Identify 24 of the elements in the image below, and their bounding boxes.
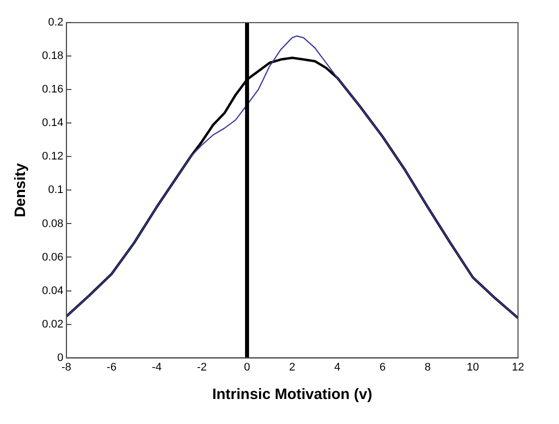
x-tick-label: -4 (152, 361, 162, 374)
x-tick-label: 10 (466, 361, 479, 374)
x-tick-label: 8 (424, 361, 431, 374)
y-tick-label: 0.18 (42, 50, 64, 62)
x-tick-label: 2 (289, 361, 296, 374)
y-tick-label: 0 (57, 352, 64, 364)
x-axis-title: Intrinsic Motivation (v) (212, 386, 372, 404)
y-tick-label: 0.16 (42, 84, 64, 96)
x-tick-label: 0 (244, 361, 250, 374)
y-tick-label: 0.2 (48, 16, 64, 29)
y-tick-label: 0.04 (42, 284, 64, 297)
y-axis-title: Density (12, 162, 30, 218)
y-tick-label: 0.14 (42, 117, 64, 130)
x-tick-label: 6 (379, 361, 386, 374)
x-tick-label: 4 (334, 361, 340, 374)
y-tick-label: 0.02 (42, 318, 64, 330)
y-tick-label: 0.08 (42, 218, 64, 230)
y-tick-label: 0.12 (42, 150, 64, 163)
x-tick-label: 12 (512, 361, 524, 374)
x-tick-label: -8 (62, 361, 72, 374)
y-tick-label: 0.06 (42, 251, 64, 264)
x-tick-label: -2 (196, 361, 207, 374)
y-tick-label: 0.1 (48, 184, 64, 196)
x-tick-label: -6 (106, 361, 116, 374)
